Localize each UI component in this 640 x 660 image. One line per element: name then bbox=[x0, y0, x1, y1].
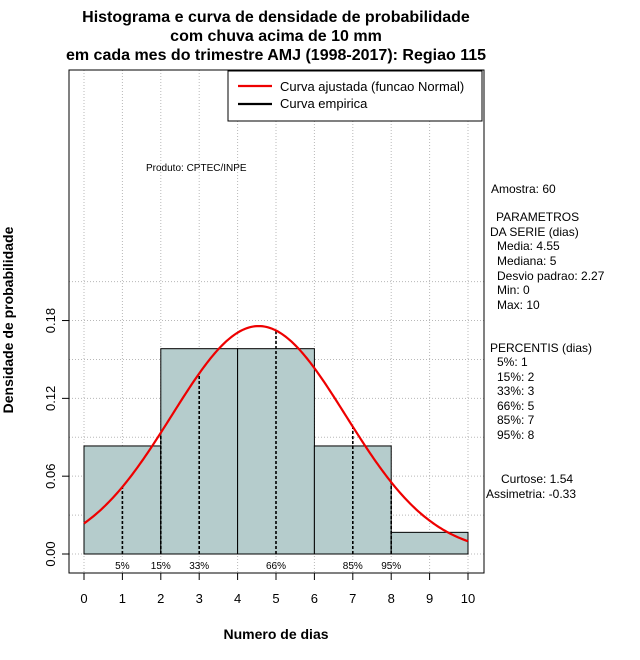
chart-title-line-2: com chuva acima de 10 mm bbox=[170, 28, 382, 45]
percentile-label: 15% bbox=[151, 561, 171, 572]
x-axis: 0 1 2 3 4 5 6 7 8 9 10 bbox=[80, 572, 475, 606]
chart-title-line-1: Histograma e curva de densidade de proba… bbox=[82, 9, 470, 26]
percentile-label: 33% bbox=[189, 561, 209, 572]
x-tick-label: 9 bbox=[426, 591, 433, 606]
percentil-85: 85%: 7 bbox=[497, 413, 535, 427]
percentil-5: 5%: 1 bbox=[497, 355, 528, 369]
params-title-1: PARAMETROS bbox=[496, 210, 579, 224]
legend-box bbox=[227, 70, 483, 122]
param-min: Min: 0 bbox=[497, 283, 530, 297]
skewness: Assimetria: -0.33 bbox=[486, 487, 576, 501]
legend-label-fit: Curva ajustada (funcao Normal) bbox=[280, 79, 464, 94]
percentil-66: 66%: 5 bbox=[497, 399, 535, 413]
y-axis: 0.00 0.06 0.12 0.18 bbox=[43, 308, 70, 567]
percentile-label: 5% bbox=[115, 561, 130, 572]
param-mean: Media: 4.55 bbox=[497, 239, 560, 253]
product-label: Produto: CPTEC/INPE bbox=[146, 163, 247, 174]
percentile-lines: 5% 15% 33% 66% 85% 95% bbox=[115, 330, 401, 572]
chart-title-line-3: em cada mes do trimestre AMJ (1998-2017)… bbox=[66, 47, 486, 64]
x-tick-label: 6 bbox=[311, 591, 318, 606]
percentil-15: 15%: 2 bbox=[497, 370, 535, 384]
stats-panel: Amostra: 60 PARAMETROS DA SERIE (dias) M… bbox=[486, 182, 605, 501]
percentile-label: 85% bbox=[343, 561, 363, 572]
y-tick-label: 0.12 bbox=[43, 386, 58, 411]
x-axis-title: Numero de dias bbox=[223, 626, 328, 642]
params-title-2: DA SERIE (dias) bbox=[490, 225, 579, 239]
percentile-label: 66% bbox=[266, 561, 286, 572]
x-tick-label: 7 bbox=[349, 591, 356, 606]
x-tick-label: 1 bbox=[119, 591, 126, 606]
percentis-title: PERCENTIS (dias) bbox=[490, 341, 592, 355]
x-tick-label: 3 bbox=[196, 591, 203, 606]
percentil-33: 33%: 3 bbox=[497, 384, 535, 398]
histogram-bar bbox=[83, 445, 162, 555]
x-tick-label: 10 bbox=[461, 591, 475, 606]
percentile-label: 95% bbox=[381, 561, 401, 572]
param-median: Mediana: 5 bbox=[497, 254, 557, 268]
legend-label-empirical: Curva empirica bbox=[280, 96, 368, 111]
normal-fit-curve bbox=[83, 324, 469, 543]
x-tick-label: 8 bbox=[388, 591, 395, 606]
kurtosis: Curtose: 1.54 bbox=[501, 472, 573, 486]
x-tick-label: 0 bbox=[80, 591, 87, 606]
x-tick-label: 5 bbox=[272, 591, 279, 606]
legend: Curva ajustada (funcao Normal) Curva emp… bbox=[227, 70, 483, 122]
param-max: Max: 10 bbox=[497, 298, 540, 312]
param-stddev: Desvio padrao: 2.27 bbox=[497, 269, 605, 283]
y-tick-label: 0.06 bbox=[43, 464, 58, 489]
percentil-95: 95%: 8 bbox=[497, 428, 535, 442]
y-tick-label: 0.00 bbox=[43, 541, 58, 566]
x-tick-label: 4 bbox=[234, 591, 241, 606]
sample-size: Amostra: 60 bbox=[491, 182, 556, 196]
y-axis-title: Densidade de probabilidade bbox=[0, 226, 16, 413]
x-tick-label: 2 bbox=[157, 591, 164, 606]
y-tick-label: 0.18 bbox=[43, 308, 58, 333]
